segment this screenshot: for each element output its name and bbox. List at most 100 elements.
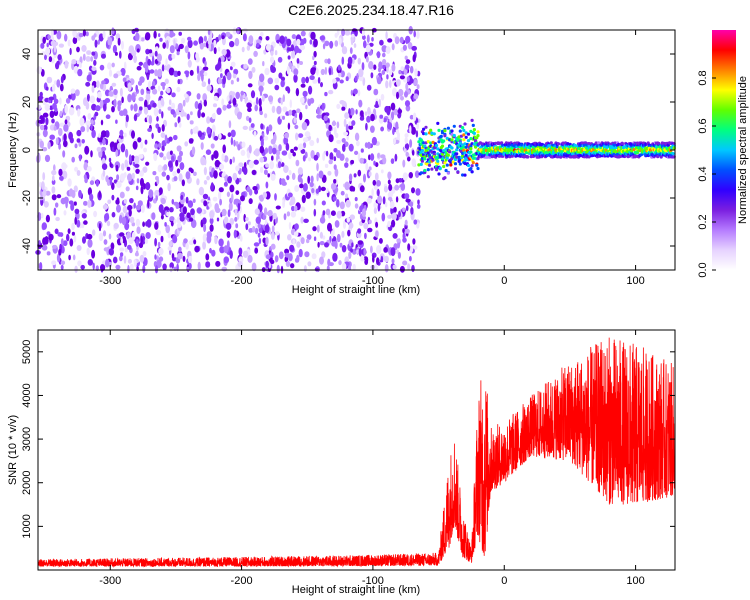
- heatmap-cell: [128, 237, 134, 245]
- heatmap-cell: [119, 247, 125, 252]
- heatmap-cell: [108, 248, 115, 256]
- heatmap-cell: [343, 118, 347, 128]
- heatmap-cell: [316, 137, 320, 144]
- heatmap-cell: [59, 97, 62, 105]
- heatmap-cell: [215, 36, 220, 43]
- heatmap-cell: [443, 129, 447, 133]
- heatmap-cell: [411, 149, 415, 156]
- heatmap-cell: [232, 27, 237, 35]
- heatmap-cell: [42, 147, 48, 152]
- heatmap-cell: [466, 163, 471, 168]
- heatmap-cell: [64, 60, 69, 69]
- heatmap-cell: [168, 99, 172, 106]
- heatmap-cell: [133, 202, 136, 209]
- heatmap-cell: [371, 188, 374, 197]
- heatmap-cell: [442, 139, 446, 143]
- heatmap-cell: [168, 136, 173, 142]
- heatmap-cell: [179, 215, 185, 222]
- heatmap-cell: [178, 31, 182, 36]
- heatmap-cell: [265, 181, 269, 189]
- heatmap-cell: [471, 123, 475, 127]
- heatmap-cell: [326, 188, 329, 194]
- heatmap-cell: [402, 44, 407, 51]
- heatmap-cell: [152, 88, 158, 95]
- heatmap-cell: [412, 238, 416, 245]
- heatmap-cell: [660, 141, 665, 145]
- spectrogram-x-ticks: -300 -200 -100 0 100: [99, 30, 645, 287]
- heatmap-cell: [411, 158, 417, 168]
- heatmap-cell: [453, 167, 458, 171]
- heatmap-cell: [218, 187, 224, 193]
- heatmap-cell: [131, 92, 136, 102]
- heatmap-cell: [405, 36, 409, 45]
- heatmap-cell: [228, 120, 232, 129]
- heatmap-cell: [289, 201, 293, 206]
- heatmap-cell: [301, 194, 306, 204]
- heatmap-cell: [98, 222, 102, 232]
- heatmap-cell: [181, 179, 185, 187]
- heatmap-cell: [221, 208, 227, 217]
- heatmap-cell: [90, 150, 93, 158]
- heatmap-cell: [282, 199, 285, 209]
- heatmap-cell: [324, 66, 328, 75]
- heatmap-cell: [148, 115, 153, 124]
- heatmap-cell: [254, 104, 258, 112]
- heatmap-cell: [134, 252, 139, 257]
- heatmap-cell: [324, 40, 330, 47]
- heatmap-cell: [296, 62, 300, 69]
- heatmap-cell: [157, 85, 161, 92]
- heatmap-cell: [176, 263, 179, 272]
- heatmap-cell: [429, 144, 433, 148]
- heatmap-cell: [463, 142, 467, 146]
- heatmap-cell: [180, 194, 184, 200]
- heatmap-cell: [39, 181, 42, 188]
- heatmap-cell: [213, 135, 219, 141]
- heatmap-cell: [153, 152, 158, 162]
- heatmap-cell: [290, 148, 294, 154]
- heatmap-cell: [131, 50, 137, 57]
- heatmap-cell: [196, 207, 202, 214]
- heatmap-cell: [123, 255, 127, 264]
- heatmap-cell: [295, 159, 300, 167]
- heatmap-cell: [427, 163, 432, 167]
- heatmap-cell: [101, 80, 106, 85]
- heatmap-cell: [92, 105, 95, 110]
- heatmap-cell: [317, 241, 320, 248]
- heatmap-cell: [53, 125, 57, 131]
- heatmap-cell: [456, 170, 460, 174]
- heatmap-cell: [381, 212, 386, 222]
- heatmap-cell: [472, 131, 476, 135]
- heatmap-cell: [485, 151, 489, 155]
- colorbar-tick-label: 0.6: [697, 118, 709, 133]
- heatmap-cell: [566, 142, 570, 146]
- heatmap-cell: [97, 39, 101, 45]
- heatmap-cell: [188, 138, 194, 144]
- heatmap-cell: [365, 56, 369, 63]
- heatmap-cell: [87, 113, 92, 120]
- heatmap-cell: [476, 134, 480, 138]
- heatmap-cell: [58, 248, 62, 256]
- heatmap-cell: [298, 143, 304, 151]
- heatmap-cell: [360, 148, 364, 153]
- heatmap-cell: [378, 61, 383, 70]
- heatmap-cell: [416, 30, 420, 39]
- heatmap-cell: [300, 83, 306, 88]
- heatmap-cell: [325, 208, 331, 216]
- heatmap-cell: [157, 103, 160, 108]
- heatmap-cell: [163, 164, 168, 171]
- heatmap-cell: [160, 197, 166, 205]
- heatmap-cell: [152, 102, 157, 108]
- heatmap-cell: [101, 130, 107, 138]
- heatmap-cell: [387, 122, 393, 130]
- colorbar-ticks: 0.0 0.2 0.4 0.6 0.8: [697, 70, 716, 278]
- heatmap-cell: [383, 247, 388, 253]
- heatmap-cell: [171, 53, 176, 60]
- heatmap-cell: [358, 99, 363, 108]
- heatmap-cell: [133, 259, 137, 268]
- heatmap-cell: [236, 211, 240, 220]
- heatmap-cell: [129, 198, 134, 204]
- heatmap-cell: [437, 172, 441, 176]
- heatmap-cell: [62, 240, 68, 247]
- heatmap-cell: [436, 161, 440, 166]
- heatmap-cell: [339, 79, 344, 84]
